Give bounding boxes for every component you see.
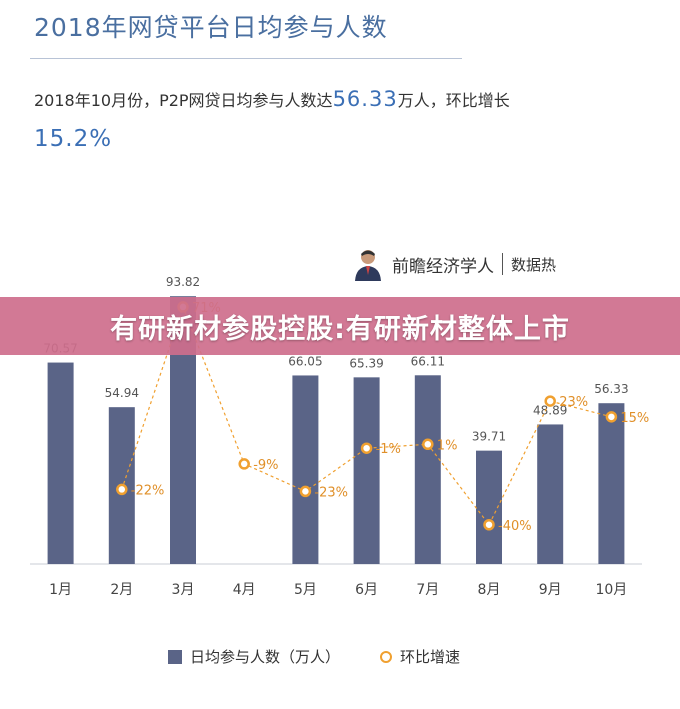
x-tick-label: 10月 xyxy=(595,582,627,598)
bar-value-label: 54.94 xyxy=(105,386,139,400)
x-tick-label: 5月 xyxy=(294,582,317,598)
growth-value-label: 15% xyxy=(620,411,649,426)
bar-value-label: 66.11 xyxy=(411,354,445,368)
bar-value-label: 39.71 xyxy=(472,430,506,444)
growth-point xyxy=(605,411,618,423)
x-tick-label: 2月 xyxy=(110,582,133,598)
summary-unit: 万人 xyxy=(397,91,430,110)
brand-sub: 数据热 xyxy=(511,255,557,274)
page-title: 2018年网贷平台日均参与人数 xyxy=(34,13,388,42)
bar-value-label: 65.39 xyxy=(349,356,383,370)
growth-value-label: -9% xyxy=(253,458,278,473)
growth-point xyxy=(116,483,128,496)
legend-label-bar: 日均参与人数（万人） xyxy=(190,648,341,666)
bar xyxy=(537,424,564,564)
growth-point xyxy=(360,442,373,454)
summary-middle: ，环比增长 xyxy=(429,91,510,110)
bar-value-label: 48.89 xyxy=(533,403,567,417)
bar xyxy=(292,375,319,564)
growth-value-label: -1% xyxy=(376,442,401,457)
growth-point xyxy=(299,485,312,498)
summary-text: 2018年10月份，P2P网贷日均参与人数达56.33万人，环比增长 15.2% xyxy=(34,80,654,160)
bar-value-label: 56.33 xyxy=(594,382,628,396)
bar xyxy=(598,403,625,564)
chart-legend: 日均参与人数（万人） 环比增速 xyxy=(168,646,460,667)
overlay-banner: 有研新材参股控股:有研新材整体上市 xyxy=(0,297,680,355)
brand-name: 前瞻经济学人 xyxy=(392,256,494,277)
x-tick-label: 4月 xyxy=(233,582,256,598)
brand-separator xyxy=(502,253,503,275)
x-tick-label: 8月 xyxy=(478,582,501,598)
legend-swatch-line xyxy=(380,650,393,663)
title-divider xyxy=(30,58,462,59)
legend-label-line: 环比增速 xyxy=(400,648,461,666)
avatar-icon xyxy=(355,250,381,281)
growth-point xyxy=(422,438,434,451)
growth-point xyxy=(238,458,250,470)
growth-line xyxy=(121,305,612,526)
bar xyxy=(414,375,441,564)
summary-growth: 15.2% xyxy=(34,126,113,152)
legend-swatch-bar xyxy=(168,649,182,664)
x-tick-label: 1月 xyxy=(49,582,72,598)
x-tick-label: 7月 xyxy=(416,582,439,598)
growth-point xyxy=(544,395,556,407)
growth-value-label: -23% xyxy=(314,485,348,500)
bar-value-label: 66.05 xyxy=(288,354,322,368)
summary-prefix: 2018年10月份，P2P网贷日均参与人数达 xyxy=(34,91,333,110)
bar xyxy=(353,377,380,564)
growth-value-label: -40% xyxy=(498,519,532,534)
growth-point xyxy=(483,519,495,531)
bar xyxy=(47,362,74,564)
growth-value-label: -22% xyxy=(131,483,165,498)
brand-block: 前瞻经济学人 数据热 xyxy=(352,244,556,284)
x-tick-label: 9月 xyxy=(539,582,562,598)
bar-value-label: 93.82 xyxy=(166,275,200,289)
growth-value-label: 23% xyxy=(559,395,588,410)
x-tick-label: 6月 xyxy=(355,582,378,598)
x-tick-label: 3月 xyxy=(172,582,195,598)
summary-value: 56.33 xyxy=(332,87,398,111)
growth-value-label: 1% xyxy=(437,438,458,453)
